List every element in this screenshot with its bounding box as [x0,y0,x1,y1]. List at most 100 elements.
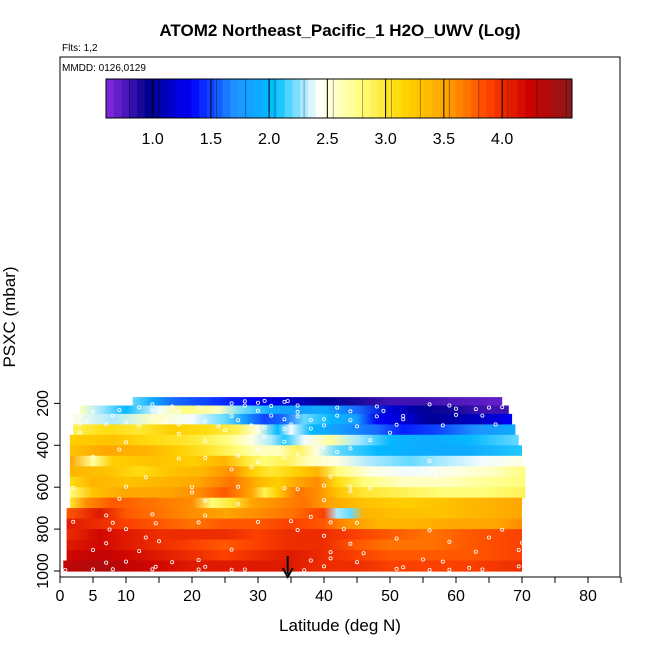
data-point [321,457,326,462]
data-point [480,413,485,418]
data-point [110,567,115,572]
colorbar-swatch [230,79,239,118]
x-tick-label: 30 [249,588,267,605]
data-point [242,567,247,572]
data-point [104,422,109,427]
colorbar-swatch [354,79,363,118]
data-point [137,405,142,410]
data-point [354,424,359,429]
data-point [335,413,340,418]
data-point [354,560,359,565]
colorbar-tick-label: 1.5 [200,131,222,148]
data-point [308,558,313,563]
data-point [427,528,432,533]
colorbar-swatch [276,79,286,118]
colorbar-swatch [253,79,262,118]
data-point [110,413,115,418]
heatmap-band [69,455,523,467]
colorbar-swatch [408,79,418,118]
data-point [328,520,333,525]
data-point [302,568,307,573]
colorbar-frame [105,78,573,119]
y-axis: 200 400 600 800 1000 [35,390,60,589]
colorbar-swatch [362,79,371,118]
data-point [150,402,155,407]
data-point [150,414,155,419]
data-point [255,520,260,525]
colorbar-swatch [284,79,293,118]
colorbar-swatch [331,79,340,118]
data-point [236,418,241,423]
data-point [295,409,300,414]
data-point [203,498,208,503]
heatmap-band [69,487,526,499]
data-point [117,408,122,413]
data-point [374,414,379,419]
data-point [104,513,109,518]
colorbar-tick-label: 2.5 [316,131,338,148]
data-point [453,406,458,411]
heatmap-band [63,560,523,572]
x-tick-label: 20 [183,588,201,605]
latitude-marker-arrow [281,556,294,580]
data-point [176,456,181,461]
data-point [104,541,109,546]
colorbar-swatch [137,79,146,118]
colorbar-swatch [455,79,464,118]
colorbar-tick-label: 2.0 [258,131,280,148]
data-point [71,485,76,490]
data-point [480,567,485,572]
colorbar-swatch [238,79,247,118]
data-point [77,413,82,418]
data-point [348,484,353,489]
data-point [269,403,274,408]
data-point [203,419,208,424]
x-tick-label: 70 [513,588,531,605]
data-point [321,417,326,422]
data-point [242,399,247,404]
data-point [473,407,478,412]
colorbar-swatch [385,79,394,118]
colorbar-swatch [502,79,511,118]
colorbar-tick-label: 4.0 [491,131,513,148]
data-point [255,408,260,413]
x-tick-label: 40 [315,588,333,605]
data-point [348,489,353,494]
colorbar-swatch [222,79,231,118]
y-tick-label: 200 [35,390,52,417]
colorbar-swatch [401,79,410,118]
data-point [473,549,478,554]
colorbar-swatch [377,79,387,118]
colorbar-swatch [432,79,441,118]
colorbar-swatch [160,79,169,118]
x-tick-label: 80 [579,588,597,605]
data-point [229,567,234,572]
data-point [203,513,208,518]
data-point [107,527,112,532]
data-point [124,420,129,425]
observation-points [63,398,525,573]
data-point [229,547,234,552]
data-point [493,422,498,427]
data-point [295,487,300,492]
data-point [288,519,293,524]
data-point [295,414,300,419]
heatmap-band [66,529,522,541]
data-point [203,455,208,460]
data-point [295,451,300,456]
colorbar-swatch [509,79,519,118]
data-point [354,520,359,525]
data-point [255,427,260,432]
data-point [387,430,392,435]
data-point [282,426,287,431]
data-point [328,550,333,555]
data-point [77,430,82,435]
x-tick-label: 10 [117,588,135,605]
heatmap-bands [63,397,526,572]
data-point [216,424,221,429]
colorbar-swatch [471,79,480,118]
colorbar-swatch [152,79,161,118]
colorbar-swatch [424,79,433,118]
data-point [236,484,241,489]
